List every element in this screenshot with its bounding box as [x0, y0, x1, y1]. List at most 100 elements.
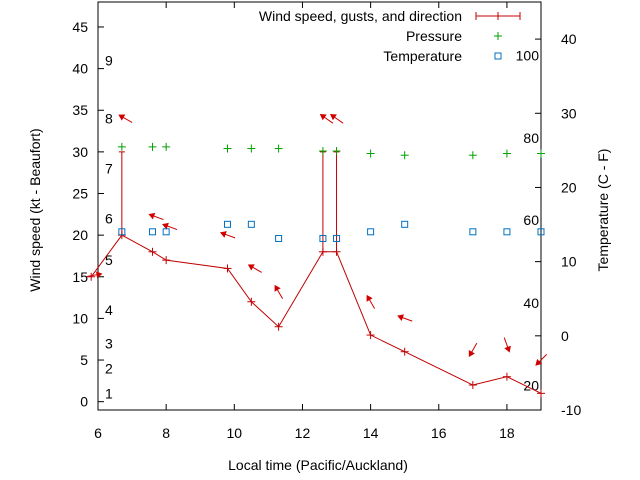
wind-arrow-head: [219, 231, 227, 238]
y2-tick-label: 30: [561, 105, 577, 121]
pressure-point: [117, 142, 126, 151]
x-tick-label: 14: [363, 425, 379, 441]
temperature-point: [223, 220, 231, 228]
y2-axis-label: Temperature (C - F): [595, 149, 611, 272]
wind-arrow-head: [148, 212, 156, 220]
pressure-point: [162, 142, 171, 151]
y-tick-label: 25: [72, 186, 88, 202]
wind-arrow-head: [274, 284, 281, 292]
y-tick-label: 20: [72, 227, 88, 243]
wind-arrow: [366, 294, 376, 309]
wind-arrow: [468, 342, 478, 357]
temperature-point: [333, 234, 341, 242]
y-tick-label: 45: [72, 19, 88, 35]
wind-arrow-head: [319, 113, 327, 121]
wind-arrow: [503, 337, 511, 353]
pressure-point: [468, 151, 477, 160]
pressure-point: [223, 144, 232, 153]
y-axis-label: Wind speed (kt - Beaufort): [27, 128, 43, 291]
beaufort-label: 3: [105, 335, 113, 351]
beaufort-label: 9: [105, 52, 113, 68]
temperature-point: [319, 234, 327, 242]
pressure-point: [148, 142, 157, 151]
temperature-point: [118, 228, 126, 236]
temperature-point: [275, 234, 283, 242]
wind-arrow: [219, 231, 236, 239]
pressure-point: [274, 144, 283, 153]
wind-arrow: [148, 212, 164, 221]
temperature-point: [247, 220, 255, 228]
pressure-point: [332, 147, 341, 156]
y-tick-label: 0: [80, 394, 88, 410]
beaufort-label: 5: [105, 252, 113, 268]
wind-arrow-head: [535, 358, 543, 366]
wind-arrow-head: [468, 350, 475, 357]
x-tick-label: 8: [162, 425, 170, 441]
wind-direction-arrows: [86, 113, 548, 366]
pressure-point: [247, 144, 256, 153]
wind-arrow: [247, 264, 262, 273]
axis-ticks: 6 8 10 12 14 16 18051015202530354045-100102030…: [72, 2, 581, 441]
wind-arrow-head: [366, 294, 373, 302]
legend-label: Wind speed, gusts, and direction: [259, 8, 462, 24]
y-tick-label: 15: [72, 269, 88, 285]
wind-arrow: [274, 284, 284, 299]
y-tick-label: 30: [72, 144, 88, 160]
wind-point: [247, 297, 256, 306]
y2-tick-label: 0: [561, 328, 569, 344]
y2-tick-label: -10: [561, 402, 581, 418]
wind-arrow-head: [95, 271, 103, 279]
y2-tick-label: 20: [561, 179, 577, 195]
wind-arrow: [162, 222, 178, 231]
legend-label: Pressure: [406, 28, 462, 44]
temperature-point: [367, 228, 375, 236]
legend-temperature-marker: [494, 52, 502, 60]
fahrenheit-label: 60: [523, 212, 539, 228]
fahrenheit-label: 20: [523, 378, 539, 394]
pressure-series: [117, 142, 545, 160]
wind-series: [87, 151, 545, 398]
wind-arrow-head: [247, 264, 255, 271]
beaufort-label: 1: [105, 385, 113, 401]
beaufort-labels: 1 2 3 4 5 6 7 8 9: [105, 52, 113, 401]
fahrenheit-label: 80: [523, 130, 539, 146]
temperature-point: [503, 228, 511, 236]
y-tick-label: 10: [72, 310, 88, 326]
wind-arrow: [118, 114, 133, 124]
beaufort-label: 4: [105, 302, 113, 318]
pressure-point: [400, 151, 409, 160]
wind-point: [162, 256, 171, 265]
plot-frame: [97, 1, 542, 411]
temperature-point: [162, 228, 170, 236]
x-tick-label: 18: [499, 425, 515, 441]
y2-tick-label: 40: [561, 31, 577, 47]
fahrenheit-label: 100: [516, 47, 540, 63]
wind-arrow-head: [329, 113, 337, 121]
x-tick-label: 12: [295, 425, 311, 441]
x-tick-label: 6: [94, 425, 102, 441]
wind-point: [502, 372, 511, 381]
pressure-point: [318, 147, 327, 156]
wind-arrow: [535, 354, 548, 366]
wind-point: [274, 322, 283, 331]
wind-arrow: [319, 113, 334, 124]
wind-point: [468, 381, 477, 390]
pressure-point: [537, 149, 545, 158]
wind-point: [87, 272, 96, 281]
temperature-point: [469, 228, 477, 236]
wind-point: [400, 347, 409, 356]
temperature-series: [118, 220, 545, 242]
beaufort-label: 2: [105, 360, 113, 376]
wind-point: [366, 331, 375, 340]
wind-arrow-head: [504, 345, 511, 353]
y-tick-label: 40: [72, 61, 88, 77]
legend-label: Temperature: [383, 48, 462, 64]
x-tick-label: 16: [431, 425, 447, 441]
y-tick-label: 5: [80, 352, 88, 368]
beaufort-label: 8: [105, 111, 113, 127]
y2-tick-label: 10: [561, 254, 577, 270]
pressure-point: [366, 149, 375, 158]
wind-arrow-head: [162, 222, 169, 230]
legend: Wind speed, gusts, and direction Pressure…: [259, 8, 521, 64]
